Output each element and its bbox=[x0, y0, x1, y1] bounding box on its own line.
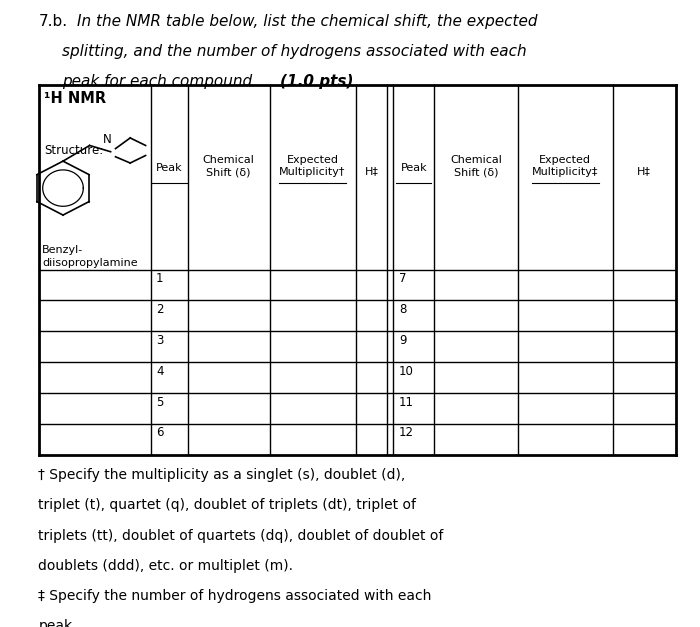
Text: peak.: peak. bbox=[38, 619, 77, 627]
Text: 4: 4 bbox=[156, 365, 164, 377]
Text: ¹H NMR: ¹H NMR bbox=[44, 91, 106, 106]
Text: 5: 5 bbox=[156, 396, 164, 409]
Text: Peak: Peak bbox=[155, 163, 183, 172]
Text: Chemical
Shift (δ): Chemical Shift (δ) bbox=[202, 155, 255, 177]
Text: 7: 7 bbox=[399, 272, 407, 285]
Text: splitting, and the number of hydrogens associated with each: splitting, and the number of hydrogens a… bbox=[62, 44, 526, 59]
Text: Expected
Multiplicity‡: Expected Multiplicity‡ bbox=[532, 155, 598, 177]
Text: 12: 12 bbox=[399, 426, 414, 440]
Text: Benzyl-
diisopropylamine: Benzyl- diisopropylamine bbox=[42, 245, 138, 268]
Text: 11: 11 bbox=[399, 396, 414, 409]
Text: .: . bbox=[343, 74, 348, 89]
Text: 3: 3 bbox=[156, 334, 164, 347]
Text: Chemical
Shift (δ): Chemical Shift (δ) bbox=[450, 155, 502, 177]
Text: † Specify the multiplicity as a singlet (s), doublet (d),: † Specify the multiplicity as a singlet … bbox=[38, 468, 406, 482]
Text: Peak: Peak bbox=[400, 163, 427, 172]
Text: doublets (ddd), etc. or multiplet (m).: doublets (ddd), etc. or multiplet (m). bbox=[38, 559, 293, 572]
Text: 10: 10 bbox=[399, 365, 414, 377]
Text: (1.0 pts): (1.0 pts) bbox=[280, 74, 354, 89]
Text: 8: 8 bbox=[399, 303, 407, 316]
Text: 2: 2 bbox=[156, 303, 164, 316]
Text: 1: 1 bbox=[156, 272, 164, 285]
Text: triplets (tt), doublet of quartets (dq), doublet of doublet of: triplets (tt), doublet of quartets (dq),… bbox=[38, 529, 444, 542]
Text: 6: 6 bbox=[156, 426, 164, 440]
Text: H‡: H‡ bbox=[637, 166, 651, 176]
Text: peak for each compound: peak for each compound bbox=[62, 74, 257, 89]
Text: In the NMR table below, list the chemical shift, the expected: In the NMR table below, list the chemica… bbox=[77, 14, 538, 29]
Text: 9: 9 bbox=[399, 334, 407, 347]
Text: N: N bbox=[103, 133, 111, 145]
Text: 7.b.: 7.b. bbox=[38, 14, 68, 29]
Text: Expected
Multiplicity†: Expected Multiplicity† bbox=[279, 155, 346, 177]
Text: H‡: H‡ bbox=[365, 166, 378, 176]
Text: triplet (t), quartet (q), doublet of triplets (dt), triplet of: triplet (t), quartet (q), doublet of tri… bbox=[38, 498, 416, 512]
Text: ‡ Specify the number of hydrogens associated with each: ‡ Specify the number of hydrogens associ… bbox=[38, 589, 432, 603]
Text: Structure:: Structure: bbox=[44, 144, 104, 157]
